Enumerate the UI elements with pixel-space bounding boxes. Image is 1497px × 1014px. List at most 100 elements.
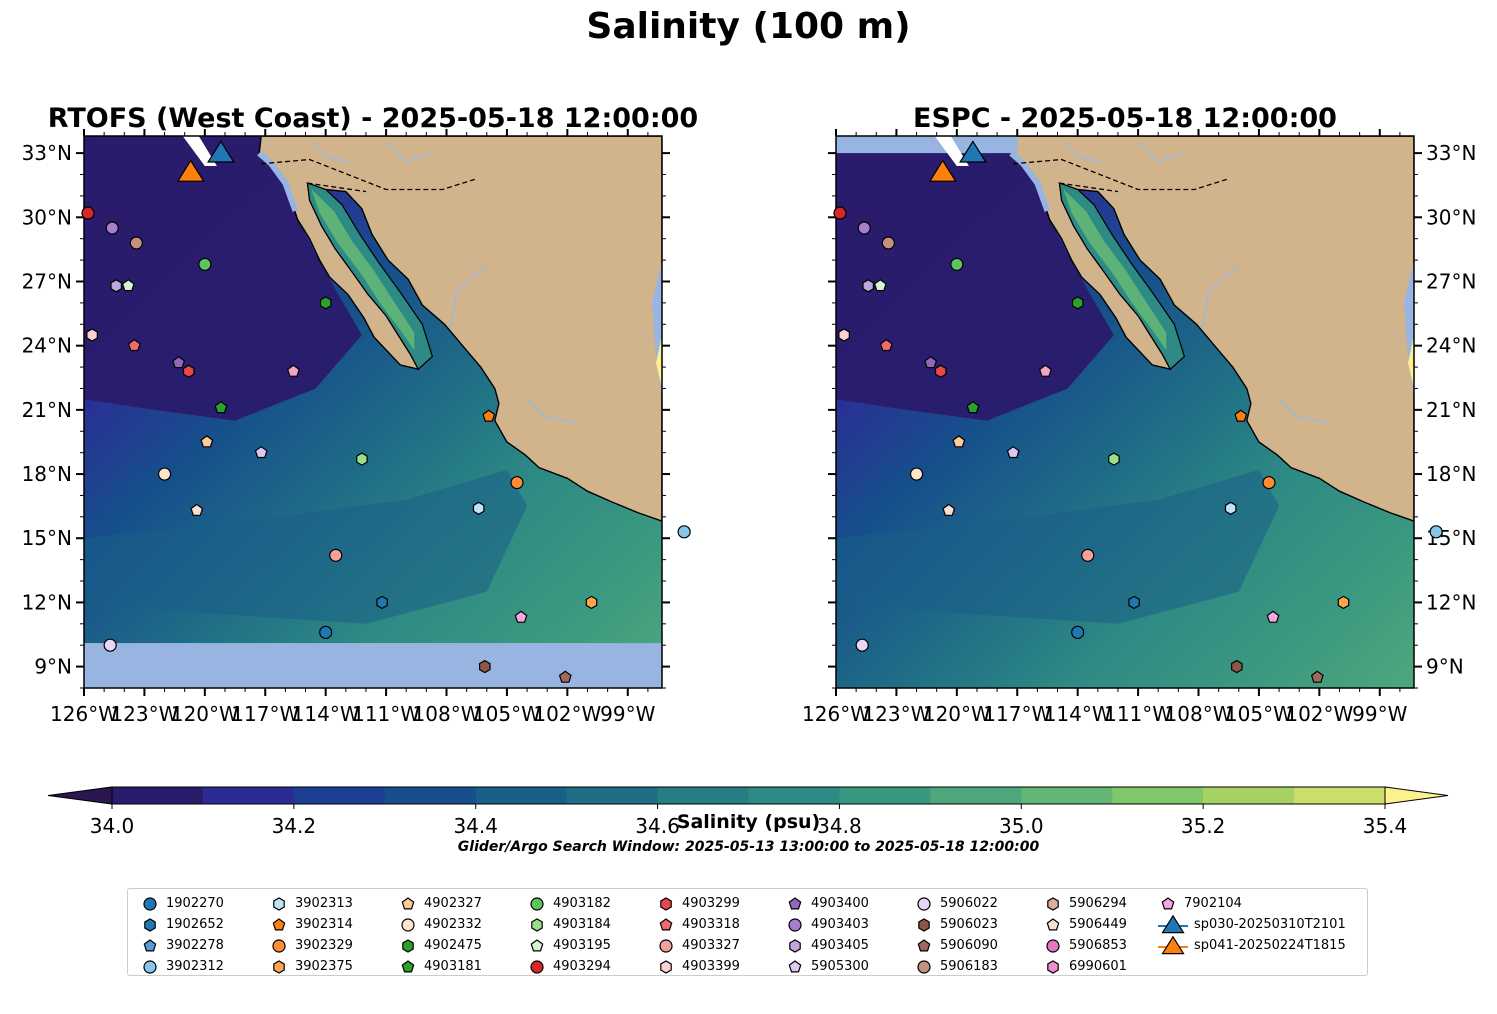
legend-marker xyxy=(401,917,415,932)
marker-4903299 xyxy=(934,364,947,378)
border-line xyxy=(261,158,477,191)
colorbar-tick-label: 34.2 xyxy=(272,814,317,838)
marker-1902652 xyxy=(376,595,388,610)
lat-tick-label: 12°N xyxy=(1426,590,1476,614)
legend-marker xyxy=(1047,959,1059,974)
marker-5906090 xyxy=(1310,670,1324,683)
legend-label: 5906449 xyxy=(1069,917,1127,932)
marker-4902475 xyxy=(1071,296,1084,310)
lon-tick-label: 99°W xyxy=(1352,702,1407,726)
lat-tick-label: 9°N xyxy=(34,655,72,679)
legend-item: 3902329 xyxy=(269,935,353,956)
legend-item: 1902270 xyxy=(140,893,224,914)
legend-marker-icon xyxy=(660,959,672,974)
lon-tick-label: 114°W xyxy=(292,702,360,726)
legend-marker-icon xyxy=(1047,959,1059,974)
legend-label: 4903318 xyxy=(682,917,740,932)
colorbar-segment xyxy=(293,787,386,804)
lat-tick-label: 30°N xyxy=(1426,205,1476,229)
lat-tick-label: 18°N xyxy=(1426,462,1476,486)
colorbar-tick-label: 34.0 xyxy=(90,814,135,838)
lat-tick-label: 27°N xyxy=(22,269,72,293)
colorbar-tick-label: 35.2 xyxy=(1181,814,1226,838)
river-line xyxy=(526,398,578,424)
legend-marker-icon xyxy=(144,917,156,932)
legend-label: 3902312 xyxy=(166,959,224,974)
marker-5906023 xyxy=(1231,659,1243,674)
marker-4903405 xyxy=(110,279,122,293)
legend-marker-icon xyxy=(788,959,802,972)
legend-item: 4903195 xyxy=(527,935,611,956)
colorbar-segment xyxy=(384,787,477,804)
marker-sp041-20250224T1815 xyxy=(928,159,957,182)
legend-marker xyxy=(272,938,286,953)
legend-marker xyxy=(401,959,415,972)
lon-tick-label: 102°W xyxy=(533,702,601,726)
legend-item: 4903182 xyxy=(527,893,611,914)
legend-label: 3902314 xyxy=(295,917,353,932)
marker-5906183 xyxy=(881,236,895,250)
legend-item: 1902652 xyxy=(140,914,224,935)
marker-4903299 xyxy=(182,364,195,378)
marker-4903405 xyxy=(862,279,874,293)
legend-marker xyxy=(660,896,672,911)
legend-label: 5906022 xyxy=(940,896,998,911)
legend-label: 3902375 xyxy=(295,959,353,974)
legend-label: 3902313 xyxy=(295,896,353,911)
legend-label: 4903294 xyxy=(553,959,611,974)
marker-4902475 xyxy=(319,296,332,310)
lon-tick-label: 123°W xyxy=(862,702,930,726)
legend-marker xyxy=(788,917,802,932)
legend-marker xyxy=(143,959,157,974)
marker-4903181 xyxy=(966,400,980,414)
legend-item: sp041-20250224T1815 xyxy=(1158,935,1346,956)
legend: 1902270 1902652 3902278 3902312 3902313 39023… xyxy=(127,888,1368,976)
river-line xyxy=(1137,141,1183,163)
legend-label: 5906294 xyxy=(1069,896,1127,911)
glider-track xyxy=(934,136,969,166)
legend-column: 4903400 4903403 4903405 5905300 xyxy=(785,893,869,977)
marker-5906023 xyxy=(479,659,491,674)
lon-tick-label: 114°W xyxy=(1044,702,1112,726)
legend-label: 5905300 xyxy=(811,959,869,974)
map-panel-1: 126°W123°W120°W117°W114°W111°W108°W105°W… xyxy=(22,103,699,726)
colorbar-tick-label: 34.6 xyxy=(635,814,680,838)
legend-item: 4903400 xyxy=(785,893,869,914)
lon-tick-label: 105°W xyxy=(473,702,541,726)
legend-marker xyxy=(789,938,801,953)
legend-label: 3902278 xyxy=(166,938,224,953)
legend-item: 4903399 xyxy=(656,956,740,977)
marker-5905300 xyxy=(1006,445,1020,459)
lon-tick-label: 105°W xyxy=(1225,702,1293,726)
legend-marker-icon xyxy=(401,917,415,932)
legend-marker xyxy=(788,959,802,972)
colorbar-segment xyxy=(930,787,1022,804)
legend-marker-icon xyxy=(659,938,673,953)
lat-tick-label: 33°N xyxy=(22,141,72,165)
legend-marker xyxy=(402,938,414,953)
marker-4903318 xyxy=(127,338,141,352)
legend-marker xyxy=(917,896,931,911)
river-line xyxy=(1278,398,1330,424)
panel-title: ESPC - 2025-05-18 12:00:00 xyxy=(913,103,1337,134)
marker-7902104 xyxy=(1266,610,1280,623)
legend-label: 5906090 xyxy=(940,938,998,953)
marker-4903184x xyxy=(286,364,300,377)
marker-5906183 xyxy=(129,236,143,250)
lon-tick-label: 117°W xyxy=(983,702,1051,726)
legend-marker-icon xyxy=(401,959,415,972)
marker-3902314 xyxy=(1234,409,1248,422)
lat-tick-label: 30°N xyxy=(22,205,72,229)
panel-frame xyxy=(83,135,663,689)
marker-3902313 xyxy=(1224,501,1237,515)
legend-item: 4903184 xyxy=(527,914,611,935)
legend-marker xyxy=(530,959,544,974)
marker-5906449 xyxy=(190,503,204,516)
marker-3902314 xyxy=(482,409,496,422)
river-line xyxy=(312,141,350,163)
river-line xyxy=(449,263,488,329)
legend-item: 3902278 xyxy=(140,935,224,956)
legend-label: 4902327 xyxy=(424,896,482,911)
colorbar-segment xyxy=(1294,787,1386,804)
legend-item: 5906090 xyxy=(914,935,998,956)
